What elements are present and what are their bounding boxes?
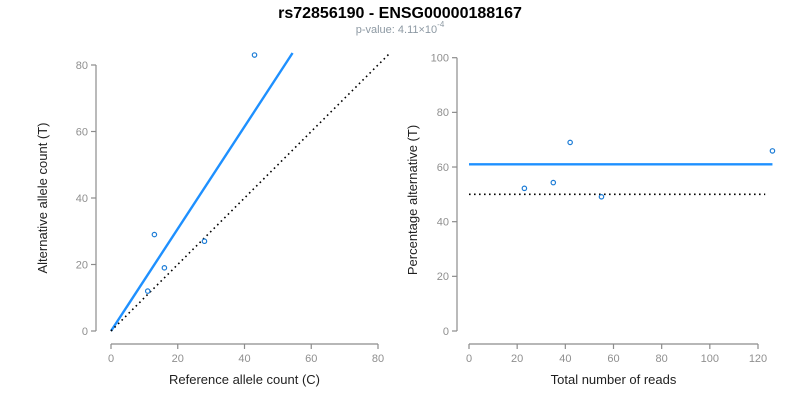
data-point (598, 194, 605, 200)
y-tick-label: 20 (437, 271, 449, 283)
y-axis-title: Percentage alternative (T) (405, 125, 420, 275)
x-tick-label: 0 (108, 353, 114, 365)
y-tick-label: 80 (76, 60, 88, 72)
data-point (251, 52, 258, 58)
right-scatter-plot: 0 20 40 60 80 100 120 0 20 40 60 80 100 Total number … (405, 53, 776, 387)
x-tick-label: 20 (511, 353, 523, 365)
x-tick-label: 60 (607, 353, 619, 365)
data-point (769, 148, 776, 154)
x-tick-label: 40 (238, 353, 250, 365)
x-tick-label: 80 (656, 353, 668, 365)
data-point (201, 238, 208, 245)
identity-line (110, 52, 391, 332)
y-tick-label: 60 (76, 126, 88, 138)
y-tick-label: 80 (437, 107, 449, 119)
x-tick-label: 20 (172, 353, 184, 365)
x-axis-title: Total number of reads (551, 372, 677, 387)
data-point (151, 231, 158, 238)
data-point (144, 288, 151, 294)
data-point (550, 179, 557, 186)
x-axis-title: Reference allele count (C) (169, 372, 320, 387)
y-axis-title: Alternative allele count (T) (35, 122, 50, 273)
x-tick-label: 40 (559, 353, 571, 365)
figure-title: rs72856190 - ENSG00000188167 (278, 5, 522, 22)
x-tick-label: 0 (466, 353, 472, 365)
data-point (161, 265, 168, 271)
x-tick-label: 80 (372, 353, 384, 365)
left-scatter-plot: 0 20 40 60 80 0 20 40 60 80 Reference allele count… (35, 52, 391, 387)
p-value-exponent: -4 (437, 20, 445, 30)
data-point (521, 185, 528, 192)
y-tick-label: 60 (437, 162, 449, 174)
figure-subtitle: p-value: 4.11×10-4 (0, 21, 800, 36)
y-tick-label: 40 (437, 217, 449, 229)
regression-line (109, 52, 294, 332)
x-tick-label: 60 (305, 353, 317, 365)
y-tick-label: 100 (431, 53, 449, 65)
x-tick-label: 100 (701, 353, 719, 365)
y-tick-label: 0 (82, 326, 88, 338)
x-tick-label: 120 (749, 353, 767, 365)
y-tick-label: 20 (76, 259, 88, 271)
y-tick-label: 0 (443, 326, 449, 338)
data-point (567, 139, 573, 146)
y-tick-label: 40 (76, 193, 88, 205)
p-value-text: p-value: 4.11×10 (355, 24, 438, 36)
